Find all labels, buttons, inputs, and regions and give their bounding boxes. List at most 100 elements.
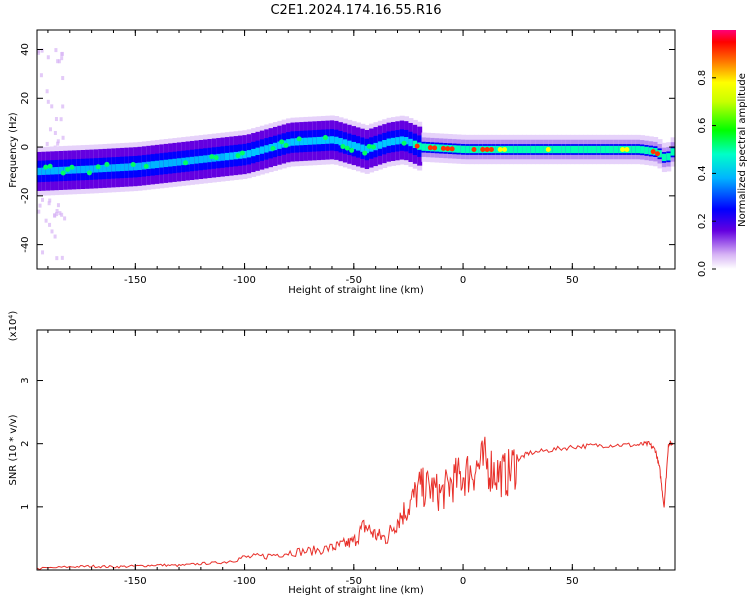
spectrogram-x-tick-label: -150 <box>124 275 147 286</box>
heatmap-cell <box>41 167 47 175</box>
snr-y-label: SNR (10 * v/v) <box>8 414 19 485</box>
heatmap-cell <box>316 136 322 145</box>
heatmap-cell <box>76 166 82 174</box>
heatmap-cell <box>40 48 44 53</box>
heatmap-cell <box>325 136 331 144</box>
colorbar-tick-label: 0.2 <box>697 213 708 229</box>
heatmap-cell <box>427 145 433 151</box>
heatmap-cell <box>570 145 576 154</box>
heatmap-cell <box>60 170 66 176</box>
heatmap-cell <box>111 164 117 172</box>
heatmap-cell <box>48 222 52 227</box>
spectrogram-frame <box>36 29 676 270</box>
heatmap-cell <box>198 155 204 164</box>
heatmap-cell <box>60 56 64 61</box>
heatmap-cell <box>650 149 656 155</box>
heatmap-cell <box>46 55 50 60</box>
heatmap-cell <box>80 165 86 174</box>
heatmap-cell <box>216 153 222 162</box>
heatmap-cell <box>488 147 494 152</box>
heatmap-cell <box>522 145 528 154</box>
heatmap-cell <box>183 160 189 166</box>
heatmap-cell <box>71 166 77 174</box>
heatmap-cell <box>41 250 45 255</box>
heatmap-cell <box>539 145 545 154</box>
heatmap-cell <box>61 104 65 109</box>
heatmap-cell <box>635 145 641 154</box>
heatmap-cell <box>600 145 606 154</box>
heatmap-cell <box>322 135 328 141</box>
heatmap-cell <box>146 161 152 170</box>
figure-title: C2E1.2024.174.16.55.R16 <box>270 3 441 18</box>
heatmap-cell <box>545 147 551 152</box>
heatmap-cell <box>329 136 335 144</box>
heatmap-cell <box>574 145 580 154</box>
heatmap-cell <box>421 143 427 151</box>
heatmap-cell <box>56 141 60 146</box>
heatmap-cell <box>356 143 361 151</box>
heatmap-cell <box>37 50 41 55</box>
heatmap-cell <box>172 158 178 167</box>
snr-x-tick-label: -100 <box>233 576 256 587</box>
heatmap-cell <box>404 137 410 145</box>
heatmap-cell <box>264 145 270 153</box>
heatmap-cell <box>364 145 370 154</box>
heatmap-cell <box>98 164 104 173</box>
heatmap-cell <box>54 167 60 175</box>
heatmap-cell <box>55 256 59 261</box>
heatmap-cell <box>508 145 514 154</box>
heatmap-cell <box>605 145 611 154</box>
heatmap-cell <box>61 76 65 81</box>
heatmap-cell <box>224 152 230 161</box>
heatmap-cell <box>39 73 43 78</box>
heatmap-cell <box>351 141 357 150</box>
heatmap-cell <box>526 145 532 154</box>
heatmap-cell <box>296 136 302 142</box>
spectrogram-x-label: Height of straight line (km) <box>288 285 424 296</box>
heatmap-cell <box>279 139 285 145</box>
heatmap-cell <box>655 151 661 157</box>
heatmap-cell <box>45 167 51 175</box>
heatmap-cell <box>246 150 252 158</box>
heatmap-marks <box>37 48 675 269</box>
heatmap-cell <box>587 145 593 154</box>
snr-y-tick-label: 1 <box>20 504 31 510</box>
snr-y-tick-label: 3 <box>20 377 31 383</box>
heatmap-cell <box>270 145 276 151</box>
heatmap-cell <box>255 147 261 155</box>
heatmap-cell <box>150 161 156 169</box>
heatmap-cell <box>624 147 630 152</box>
spectrogram-y-label: Frequency (Hz) <box>8 112 19 188</box>
spectrogram-y-tick-label: -40 <box>20 236 31 252</box>
heatmap-cell <box>465 145 471 154</box>
heatmap-cell <box>53 213 57 218</box>
heatmap-cell <box>377 141 383 149</box>
spectrogram-panel: -150 -100 -50 0 50 -40 -20 0 20 40 Height of stra… <box>8 29 676 296</box>
heatmap-cell <box>399 136 405 144</box>
heatmap-cell <box>242 150 248 159</box>
spectrogram-x-tick-label: 0 <box>460 275 466 286</box>
heatmap-cell <box>47 201 51 206</box>
spectrogram-ticks: -150 -100 -50 0 50 -40 -20 0 20 40 <box>20 30 675 286</box>
heatmap-cell <box>54 117 58 122</box>
heatmap-cell <box>44 218 48 223</box>
heatmap-cell <box>440 145 446 151</box>
colorbar: 0.0 0.2 0.4 0.6 0.8 Normalized spectral ampl… <box>697 30 748 277</box>
heatmap-cell <box>535 145 541 154</box>
heatmap-cell <box>395 137 401 145</box>
heatmap-cell <box>115 164 121 172</box>
heatmap-cell <box>334 136 340 145</box>
heatmap-cell <box>207 154 213 163</box>
heatmap-cell <box>85 165 91 173</box>
heatmap-cell <box>60 255 64 260</box>
colorbar-tick-label: 0.6 <box>697 118 708 134</box>
heatmap-cell <box>373 142 379 151</box>
heatmap-cell <box>67 166 73 174</box>
heatmap-cell <box>220 153 226 161</box>
heatmap-cell <box>45 89 49 94</box>
heatmap-cell <box>362 150 368 156</box>
heatmap-cell <box>133 163 139 171</box>
heatmap-cell <box>299 137 305 146</box>
heatmap-cell <box>609 145 615 154</box>
